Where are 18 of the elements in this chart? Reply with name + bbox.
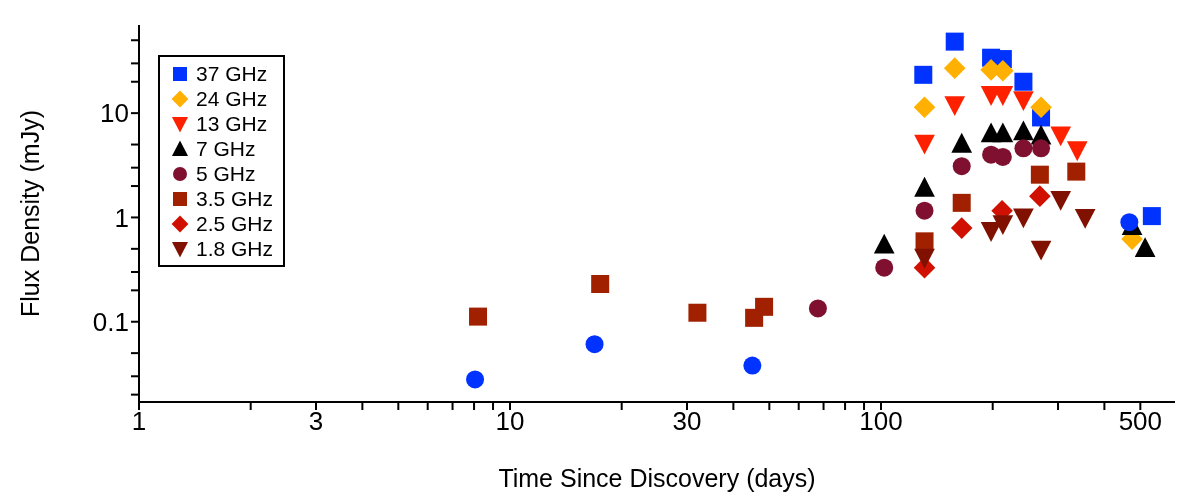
legend-label: 7 GHz bbox=[196, 136, 256, 161]
legend-label: 2.5 GHz bbox=[196, 211, 274, 236]
x-axis-title: Time Since Discovery (days) bbox=[498, 464, 816, 492]
x-tick-label: 500 bbox=[1118, 406, 1163, 437]
legend-label: 5 GHz bbox=[196, 161, 256, 186]
x-tick-label: 3 bbox=[308, 406, 324, 437]
legend-label: 24 GHz bbox=[196, 86, 268, 111]
y-tick-label: 1 bbox=[114, 202, 129, 233]
y-tick-label: 10 bbox=[100, 98, 129, 129]
legend-label: 1.8 GHz bbox=[196, 236, 274, 261]
legend-label: 37 GHz bbox=[196, 61, 268, 86]
x-tick-label: 10 bbox=[495, 406, 525, 437]
x-tick-label: 100 bbox=[859, 406, 903, 437]
legend-label: 13 GHz bbox=[196, 111, 268, 136]
legend-label: 3.5 GHz bbox=[196, 186, 274, 211]
y-tick-label: 0.1 bbox=[92, 306, 129, 337]
y-axis-title: Flux Density (mJy) bbox=[15, 110, 44, 317]
x-tick-label: 30 bbox=[672, 406, 702, 437]
